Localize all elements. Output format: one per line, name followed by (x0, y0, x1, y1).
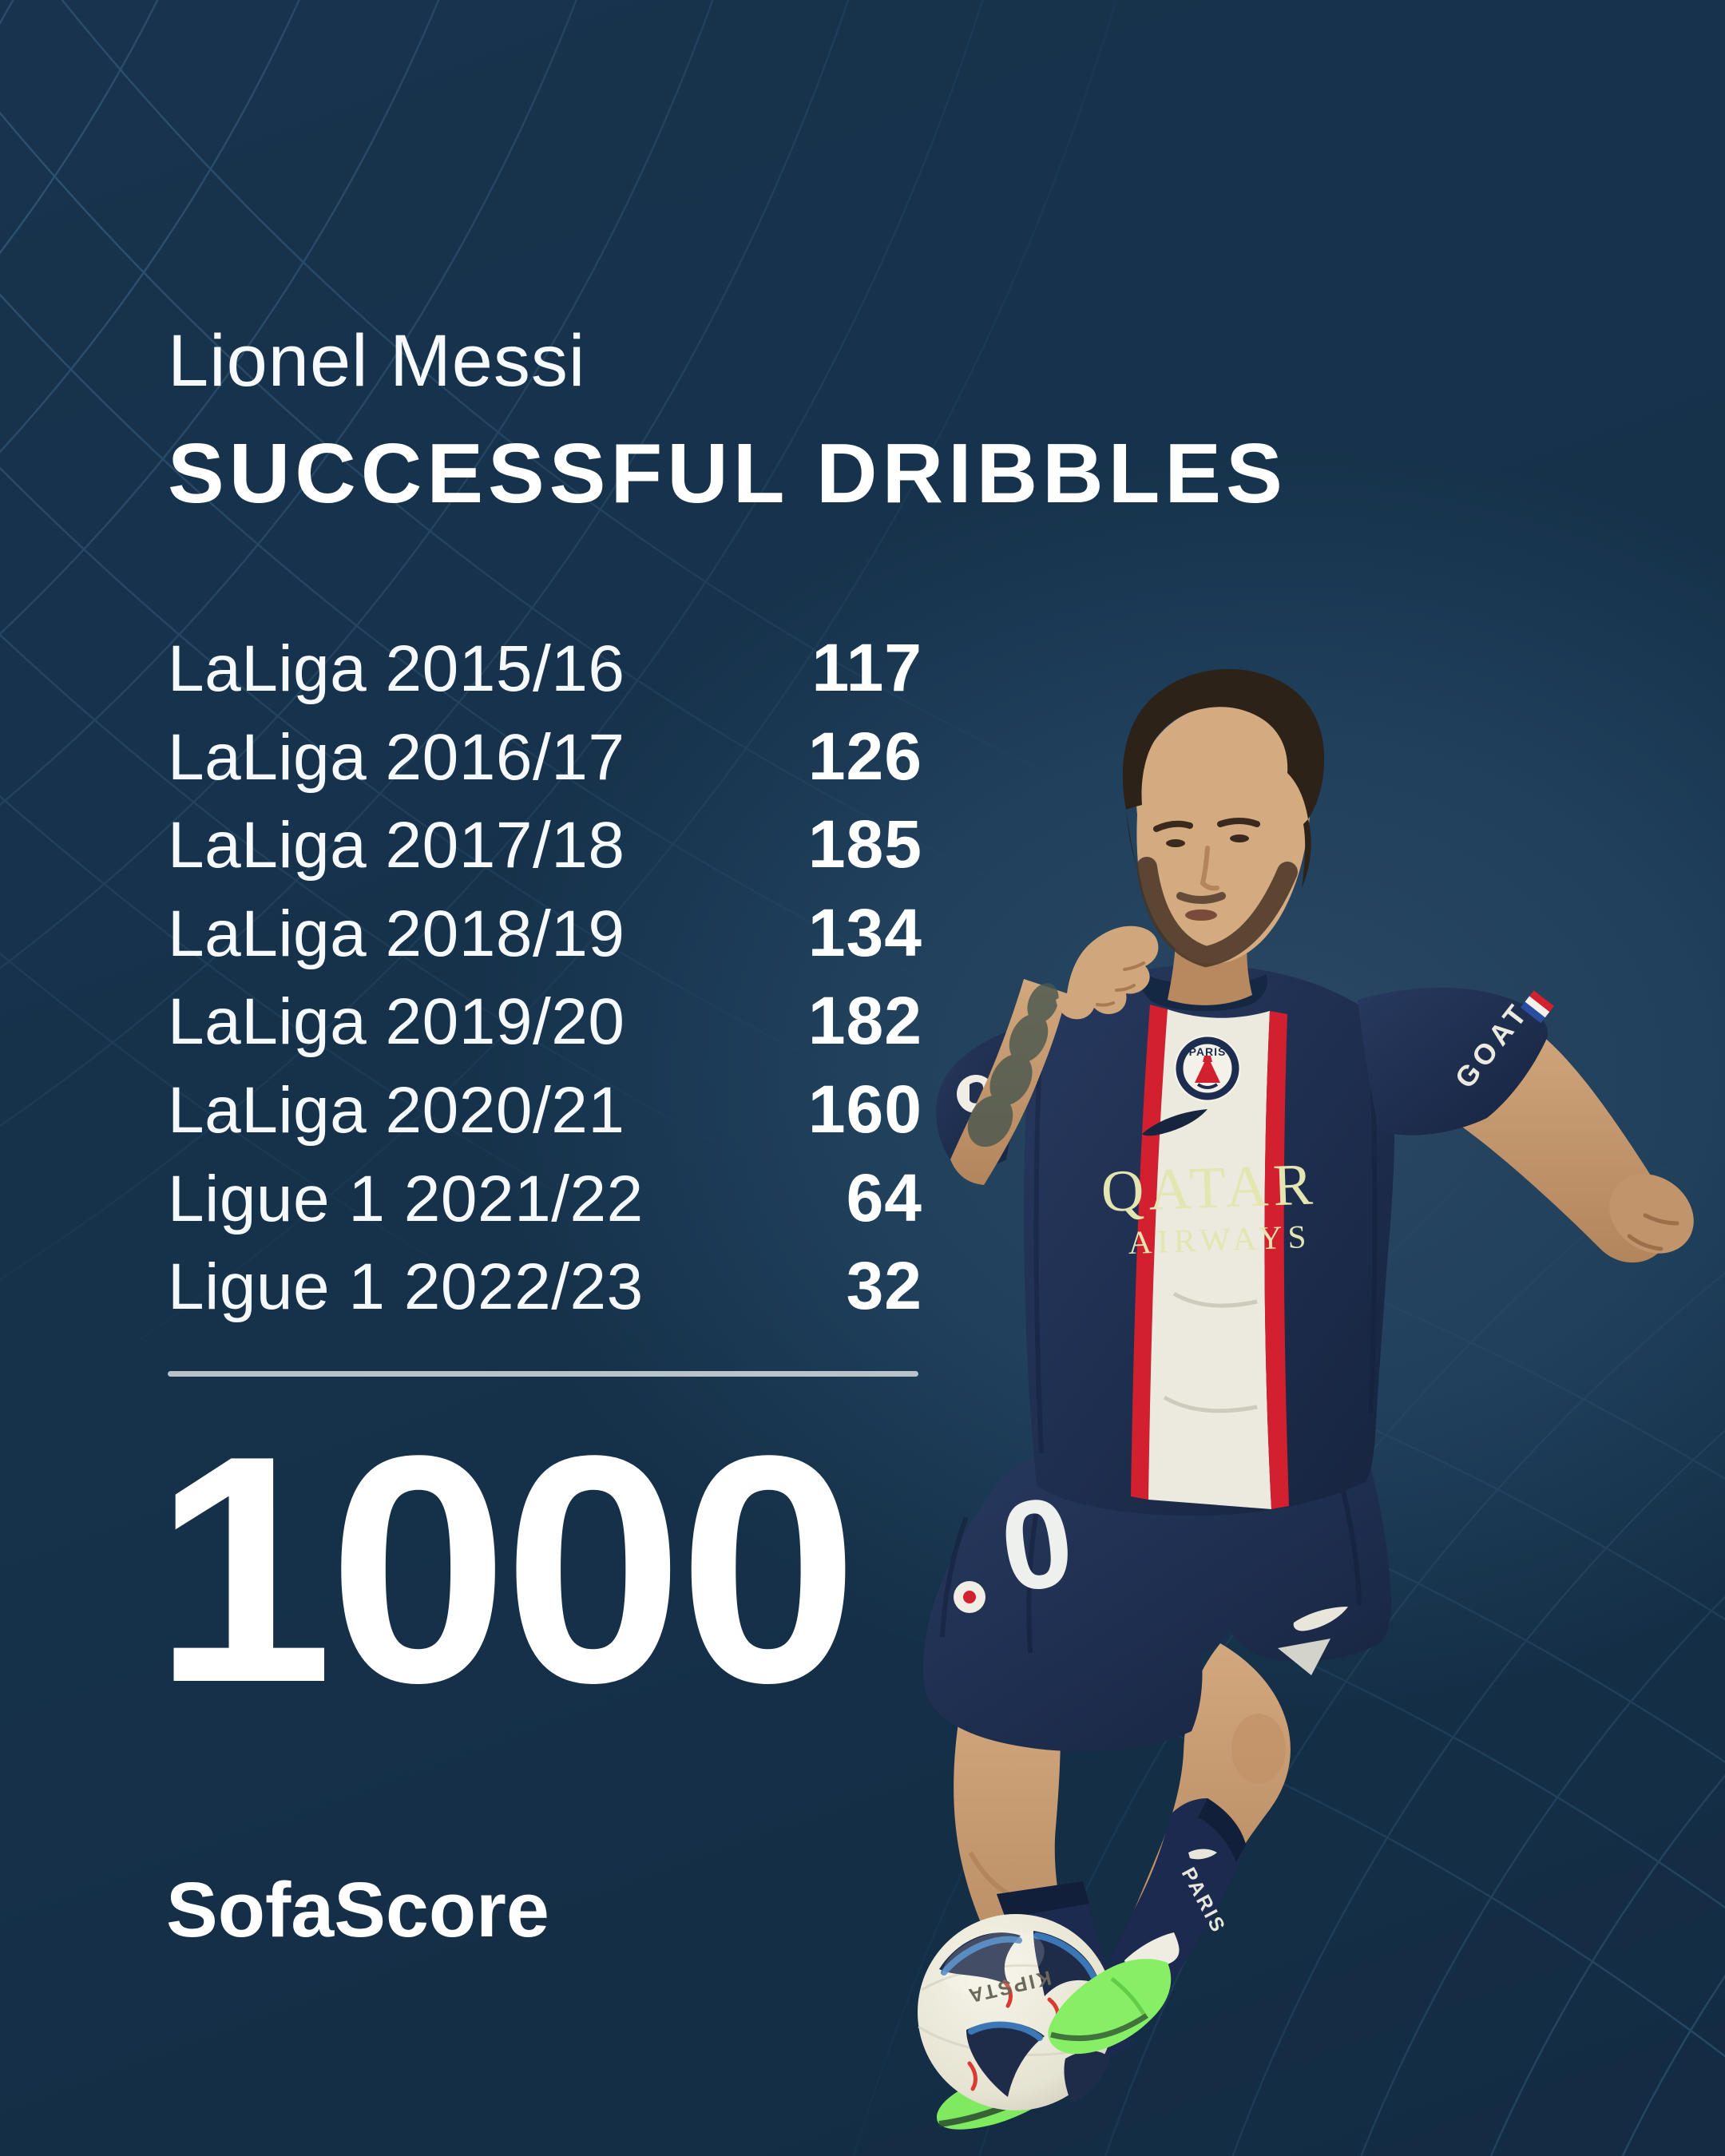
dribbles-value: 32 (846, 1248, 922, 1324)
front-boot (1048, 1959, 1172, 2055)
ankle-sock (1124, 1932, 1180, 2001)
season-label: LaLiga 2019/20 (168, 985, 625, 1059)
sleeve-text: GOAT (1448, 995, 1535, 1094)
hand (1056, 925, 1159, 1020)
table-row: LaLiga 2020/21 160 (168, 1071, 922, 1159)
dribbles-value: 160 (807, 1071, 922, 1147)
fist (1609, 1174, 1694, 1254)
divider-line (168, 1371, 918, 1377)
sock-text: PARIS (1177, 1864, 1231, 1937)
dribbles-value: 185 (807, 807, 922, 882)
sofascore-logo: SofaScore (166, 1866, 549, 1953)
rear-leg (936, 1673, 1134, 2130)
shorts: 0 (923, 1453, 1391, 1752)
shorts-number: 0 (993, 1470, 1082, 1619)
right-sleeve: GOAT (1358, 987, 1554, 1135)
table-row: LaLiga 2015/16 117 (168, 629, 922, 718)
season-label: LaLiga 2016/17 (168, 720, 625, 794)
sock-swoosh-icon (1188, 1849, 1217, 1860)
rear-boot (936, 2035, 1088, 2130)
neck (1168, 931, 1252, 1005)
jersey-red-stripe-left (1131, 1005, 1168, 1500)
table-row: Ligue 1 2021/22 64 (168, 1159, 922, 1248)
ball-brand-text: KIPSTA (965, 1966, 1053, 2007)
messi-figure: KIPSTA PARIS 0 (918, 668, 1694, 2130)
header: Lionel Messi SUCCESSFUL DRIBBLES (168, 319, 1287, 522)
stats-list: LaLiga 2015/16 117 LaLiga 2016/17 126 La… (168, 629, 922, 1336)
crest-text: PARIS (1189, 1045, 1227, 1058)
face (1136, 703, 1312, 964)
league-patch (957, 1075, 995, 1113)
nike-swoosh-icon (1142, 1109, 1208, 1136)
jersey: PARIS QATAR AIRWAYS (1024, 965, 1395, 1516)
total-dribbles: 1000 (153, 1388, 859, 1750)
head (1122, 668, 1325, 1005)
front-leg: PARIS (1048, 1643, 1291, 2055)
jersey-white-stripe (1148, 1009, 1271, 1509)
dribbles-value: 126 (807, 718, 922, 794)
page-title: SUCCESSFUL DRIBBLES (168, 426, 1287, 521)
dribbles-value: 64 (846, 1159, 922, 1235)
left-sleeve (936, 1024, 1032, 1167)
player-name: Lionel Messi (168, 320, 586, 402)
shorts-patch (954, 1581, 985, 1613)
dribbles-value: 182 (807, 983, 922, 1059)
left-arm (936, 925, 1159, 1185)
season-label: Ligue 1 2022/23 (168, 1250, 644, 1324)
jersey-red-stripe-right (1264, 1011, 1289, 1509)
france-flag-patch (1521, 990, 1554, 1024)
tattoos (967, 983, 1059, 1147)
jersey-sponsor-line1: QATAR (1100, 1151, 1318, 1224)
ball-pattern (939, 1931, 1110, 2103)
dribbles-value: 134 (807, 894, 922, 970)
rear-sock (997, 1881, 1134, 2071)
dribbles-value: 117 (811, 630, 922, 705)
season-label: LaLiga 2018/19 (168, 897, 625, 970)
table-row: LaLiga 2018/19 134 (168, 894, 922, 983)
psg-crest: PARIS (1174, 1035, 1241, 1102)
season-label: LaLiga 2015/16 (168, 632, 625, 705)
season-label: LaLiga 2020/21 (168, 1073, 625, 1147)
collar (1140, 971, 1267, 1012)
table-row: LaLiga 2016/17 126 (168, 718, 922, 807)
table-row: LaLiga 2017/18 185 (168, 806, 922, 894)
shorts-swoosh-icon (1293, 1607, 1348, 1631)
table-row: Ligue 1 2022/23 32 (168, 1247, 922, 1336)
season-label: LaLiga 2017/18 (168, 809, 625, 882)
extended-arm (1362, 1007, 1694, 1263)
jersey-sponsor-line2: AIRWAYS (1128, 1218, 1312, 1261)
season-label: Ligue 1 2021/22 (168, 1162, 644, 1235)
hair (1122, 668, 1325, 819)
table-row: LaLiga 2019/20 182 (168, 982, 922, 1071)
front-sock (1105, 1798, 1246, 2001)
beard (1136, 857, 1298, 968)
undershort (1278, 1639, 1330, 1675)
ball: KIPSTA (918, 1914, 1114, 2110)
